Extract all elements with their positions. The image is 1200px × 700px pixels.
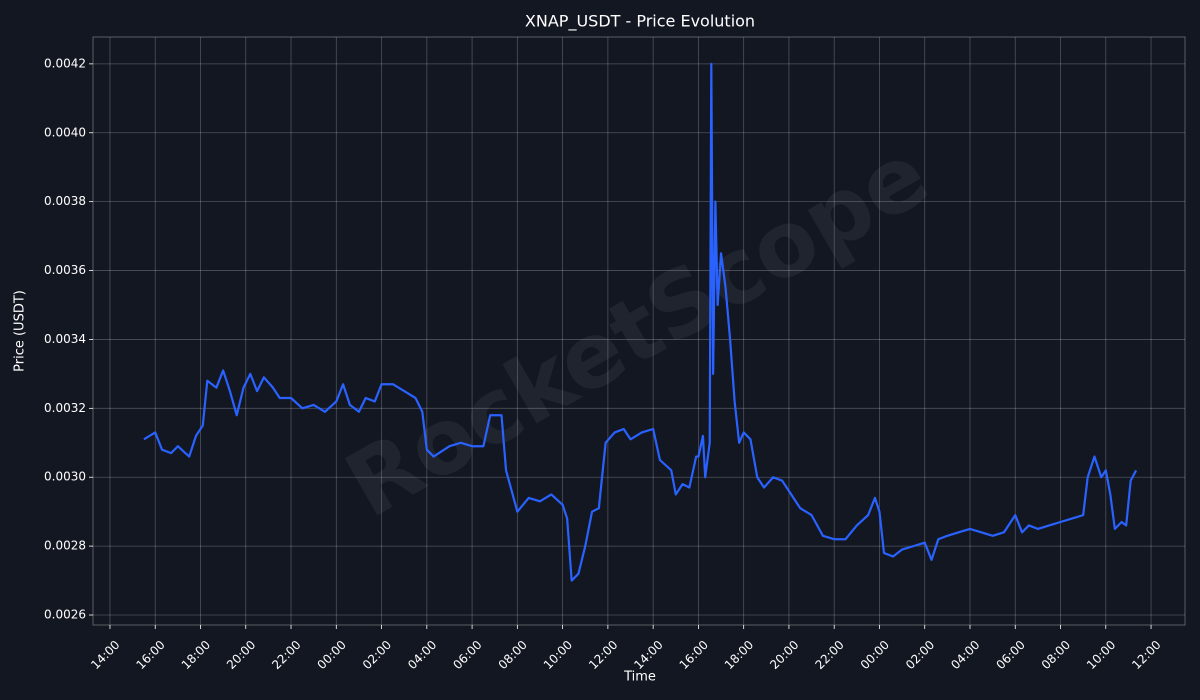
y-tick-label: 0.0038 <box>44 194 86 208</box>
y-tick-label: 0.0032 <box>44 401 86 415</box>
plot-frame <box>92 36 1186 626</box>
y-tick-label: 0.0040 <box>44 125 86 139</box>
y-axis-label: Price (USDT) <box>13 290 28 372</box>
y-tick-label: 0.0028 <box>44 539 86 553</box>
y-tick-label: 0.0036 <box>44 263 86 277</box>
x-axis-label: Time <box>623 670 656 685</box>
price-line <box>143 62 1138 582</box>
y-tick-label: 0.0026 <box>44 608 86 622</box>
y-tick-label: 0.0030 <box>44 470 86 484</box>
chart-title: XNAP_USDT - Price Evolution <box>525 12 755 32</box>
y-tick-label: 0.0042 <box>44 56 86 70</box>
y-tick-label: 0.0034 <box>44 332 86 346</box>
